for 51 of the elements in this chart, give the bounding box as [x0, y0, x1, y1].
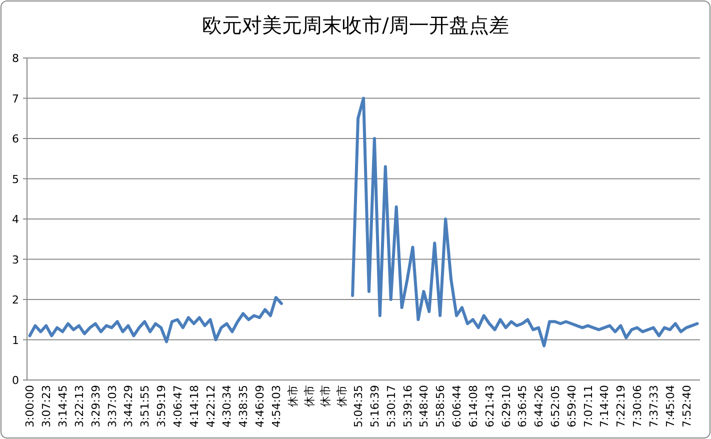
- x-tick-label: 4:46:09: [254, 385, 267, 428]
- x-tick-label: 5:04:35: [352, 385, 366, 428]
- x-tick-label: 6:36:45: [516, 385, 530, 428]
- x-tick-label: 7:07:11: [582, 385, 595, 428]
- x-tick-label: 5:58:56: [434, 385, 448, 428]
- x-tick-label: 4:22:12: [204, 385, 218, 428]
- x-tick-label: 6:06:44: [450, 385, 464, 428]
- x-tick-label: 6:52:05: [549, 385, 562, 428]
- x-tick-label: 4:38:35: [237, 385, 250, 428]
- x-tick-label: 6:59:40: [565, 385, 578, 428]
- x-tick-label: 4:54:03: [270, 385, 283, 428]
- x-tick-label: 6:21:43: [483, 385, 496, 428]
- x-tick-label: 3:22:13: [72, 385, 86, 428]
- y-tick-label: 8: [12, 52, 19, 65]
- x-tick-label: 休市: [286, 385, 300, 407]
- x-tick-label: 6:14:08: [466, 385, 480, 428]
- x-tick-label: 5:48:40: [418, 385, 431, 428]
- x-tick-label: 4:06:47: [171, 385, 184, 428]
- y-tick-label: 3: [12, 253, 19, 266]
- y-tick-label: 1: [12, 334, 19, 347]
- y-tick-label: 2: [12, 294, 19, 306]
- x-tick-label: 7:37:33: [647, 385, 660, 428]
- x-tick-label: 休市: [336, 385, 349, 407]
- y-tick-label: 4: [12, 213, 19, 226]
- x-tick-label: 5:39:16: [401, 385, 414, 428]
- x-tick-label: 休市: [319, 385, 332, 407]
- x-tick-label: 7:30:06: [631, 385, 644, 428]
- x-tick-label: 5:16:39: [368, 385, 382, 428]
- x-tick-label: 5:30:17: [384, 385, 398, 428]
- x-tick-label: 休市: [302, 385, 316, 407]
- y-tick-label: 0: [12, 374, 19, 387]
- x-tick-label: 6:29:10: [500, 385, 513, 428]
- x-tick-label: 3:14:45: [56, 385, 70, 428]
- y-tick-label: 6: [12, 132, 19, 146]
- x-tick-label: 7:52:40: [680, 385, 694, 428]
- x-tick-label: 7:45:04: [664, 385, 677, 428]
- chart-title: 欧元对美元周末收市/周一开盘点差: [202, 13, 509, 37]
- y-tick-label: 7: [12, 92, 19, 106]
- x-tick-label: 3:51:55: [138, 385, 152, 428]
- x-tick-label: 3:44:29: [122, 385, 136, 428]
- x-tick-label: 3:37:03: [106, 385, 119, 428]
- x-tick-label: 4:14:18: [188, 385, 201, 428]
- y-tick-label: 5: [12, 172, 19, 186]
- x-tick-label: 3:59:19: [155, 385, 168, 428]
- x-tick-label: 3:29:39: [89, 385, 102, 428]
- x-tick-label: 7:22:19: [614, 385, 628, 428]
- x-tick-label: 3:07:23: [40, 385, 54, 428]
- x-tick-label: 4:30:34: [220, 385, 234, 428]
- x-tick-label: 3:00:00: [24, 385, 37, 428]
- x-tick-label: 6:44:26: [532, 385, 546, 428]
- x-tick-label: 7:14:40: [598, 385, 612, 428]
